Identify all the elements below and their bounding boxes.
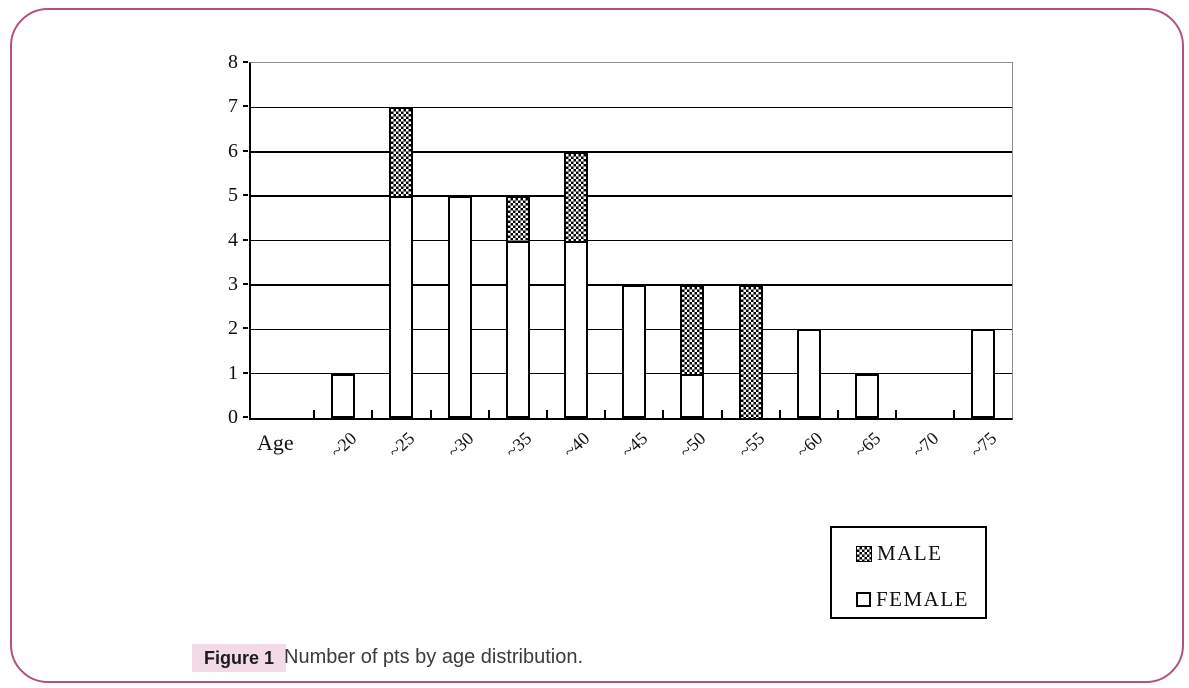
chart-legend: MALE FEMALE	[830, 526, 987, 619]
bar-segment-female	[855, 373, 879, 418]
gridline	[251, 151, 1012, 153]
x-axis-tick	[778, 410, 781, 418]
x-axis-tick	[604, 410, 607, 418]
age-distribution-chart-plot-area	[249, 62, 1013, 420]
x-axis-tick	[720, 410, 723, 418]
y-tick-label: 4	[228, 228, 238, 251]
x-axis-title: Age	[257, 430, 294, 455]
bar-segment-male	[564, 151, 588, 241]
bar-segment-male	[389, 107, 414, 197]
y-tick-label: 3	[228, 272, 238, 295]
bar-segment-female	[622, 284, 647, 418]
y-tick-label: 1	[228, 361, 238, 384]
x-axis-tick	[487, 410, 490, 418]
y-axis-tick	[243, 149, 248, 152]
bar-segment-male	[738, 284, 763, 418]
bar-segment-male	[505, 196, 530, 241]
bar-segment-female	[447, 196, 472, 418]
x-axis-tick	[953, 410, 956, 418]
y-tick-label: 6	[228, 139, 238, 162]
x-axis-tick	[545, 410, 548, 418]
y-axis-tick	[243, 105, 248, 108]
gridline	[251, 239, 1012, 242]
gridline	[251, 106, 1012, 109]
bar-segment-female	[971, 329, 996, 418]
x-axis-tick	[313, 410, 316, 418]
bar-segment-female	[389, 196, 414, 418]
legend-label-male: MALE	[877, 541, 943, 565]
x-axis-tick	[895, 410, 898, 418]
figure-card: 0 1 2 3 4 5 6 7 8 Age ~20 ~25 ~30 ~35 ~40 ~45 ~50 ~55 ~60 ~…	[10, 8, 1184, 683]
y-tick-label: 5	[228, 184, 238, 207]
figure-caption-text: Number of pts by age distribution.	[284, 646, 584, 668]
y-axis-tick	[243, 371, 248, 374]
x-axis-tick	[662, 410, 665, 418]
male-hatch-swatch-icon	[856, 545, 872, 562]
figure-caption-badge: Figure 1	[192, 644, 287, 672]
y-tick-label: 7	[228, 95, 238, 118]
y-axis-tick	[243, 194, 248, 197]
female-white-swatch-icon	[856, 592, 871, 607]
y-axis-tick	[243, 282, 248, 285]
x-axis-tick	[371, 410, 374, 418]
bar-segment-female	[564, 240, 588, 418]
y-axis-tick	[243, 416, 248, 418]
y-axis-tick	[243, 327, 248, 330]
legend-item-female: FEMALE	[856, 587, 969, 612]
y-tick-label: 0	[228, 406, 238, 428]
bar-segment-female	[331, 373, 356, 418]
y-tick-label: 8	[228, 51, 238, 73]
x-axis-tick	[836, 410, 839, 418]
x-axis-tick	[429, 410, 432, 418]
bar-segment-female	[505, 240, 530, 418]
y-axis-tick	[243, 238, 248, 241]
y-axis-tick	[243, 61, 248, 63]
y-tick-label: 2	[228, 317, 238, 340]
bar-segment-female	[796, 329, 821, 418]
gridline	[251, 195, 1012, 197]
bar-segment-female	[680, 373, 705, 418]
legend-label-female: FEMALE	[876, 587, 969, 611]
legend-item-male: MALE	[856, 541, 943, 566]
bar-segment-male	[680, 284, 705, 374]
